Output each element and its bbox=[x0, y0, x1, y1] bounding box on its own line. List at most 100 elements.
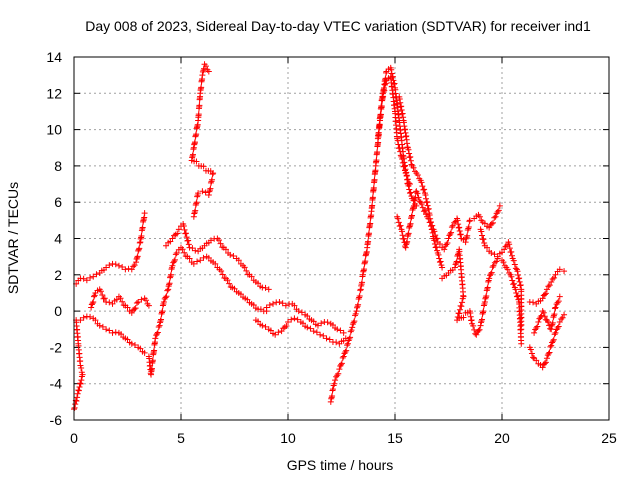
data-point bbox=[117, 295, 124, 302]
data-point bbox=[172, 251, 179, 258]
data-point bbox=[340, 329, 347, 336]
data-point bbox=[487, 270, 494, 277]
data-point bbox=[464, 232, 471, 239]
data-point bbox=[480, 236, 487, 243]
data-point bbox=[407, 157, 414, 164]
data-point bbox=[231, 285, 238, 292]
data-point bbox=[375, 129, 382, 136]
data-point bbox=[337, 327, 344, 334]
data-point bbox=[533, 357, 540, 364]
data-point bbox=[154, 330, 161, 337]
data-point bbox=[454, 217, 461, 224]
data-point bbox=[546, 282, 553, 289]
data-point bbox=[196, 102, 203, 109]
data-point bbox=[80, 314, 87, 321]
data-point bbox=[106, 299, 113, 306]
data-point bbox=[347, 334, 354, 341]
data-point bbox=[481, 220, 488, 227]
data-point bbox=[457, 302, 464, 309]
data-point bbox=[241, 264, 248, 271]
data-point bbox=[404, 238, 411, 245]
data-point bbox=[353, 308, 360, 315]
data-point bbox=[405, 230, 412, 237]
data-point bbox=[349, 324, 356, 331]
data-point bbox=[406, 150, 413, 157]
data-point bbox=[528, 350, 535, 357]
data-point bbox=[323, 335, 330, 342]
data-point bbox=[131, 341, 138, 348]
data-point bbox=[200, 254, 207, 261]
data-point bbox=[492, 213, 499, 220]
y-tick-label: -2 bbox=[50, 339, 63, 355]
data-point bbox=[491, 251, 498, 258]
data-point bbox=[484, 284, 491, 291]
data-point bbox=[381, 87, 388, 94]
data-point bbox=[194, 258, 201, 265]
data-point bbox=[326, 336, 333, 343]
data-point bbox=[514, 268, 521, 275]
data-point bbox=[479, 232, 486, 239]
data-point bbox=[465, 223, 472, 230]
data-point bbox=[235, 257, 242, 264]
data-point bbox=[396, 144, 403, 151]
data-point bbox=[199, 188, 206, 195]
data-point bbox=[186, 244, 193, 251]
data-point bbox=[379, 90, 386, 97]
data-point bbox=[399, 232, 406, 239]
data-point bbox=[394, 215, 401, 222]
x-tick-label: 0 bbox=[70, 430, 78, 446]
data-point bbox=[166, 280, 173, 287]
data-point bbox=[552, 271, 559, 278]
data-point bbox=[205, 191, 212, 198]
data-point bbox=[195, 190, 202, 197]
data-point bbox=[539, 295, 546, 302]
data-point bbox=[408, 161, 415, 168]
data-point bbox=[447, 231, 454, 238]
data-point bbox=[441, 246, 448, 253]
data-point bbox=[128, 309, 135, 316]
data-point bbox=[541, 291, 548, 298]
data-point bbox=[484, 244, 491, 251]
data-point bbox=[230, 253, 237, 260]
data-point bbox=[189, 151, 196, 158]
data-point bbox=[555, 323, 562, 330]
data-point bbox=[346, 335, 353, 342]
data-point bbox=[318, 320, 325, 327]
data-point bbox=[291, 302, 298, 309]
data-point bbox=[407, 189, 414, 196]
data-point bbox=[267, 327, 274, 334]
data-point bbox=[547, 343, 554, 350]
data-point bbox=[279, 300, 286, 307]
data-point bbox=[373, 157, 380, 164]
data-point bbox=[206, 188, 213, 195]
data-point bbox=[331, 380, 338, 387]
data-point bbox=[388, 66, 395, 73]
data-point bbox=[87, 274, 94, 281]
data-point bbox=[202, 189, 209, 196]
data-point bbox=[549, 319, 556, 326]
data-point bbox=[208, 178, 215, 185]
data-point bbox=[480, 308, 487, 315]
data-point bbox=[168, 271, 175, 278]
data-point bbox=[197, 257, 204, 264]
data-point bbox=[366, 230, 373, 237]
data-point bbox=[401, 163, 408, 170]
data-point bbox=[190, 260, 197, 267]
data-point bbox=[226, 280, 233, 287]
data-point bbox=[255, 280, 262, 287]
data-point bbox=[551, 305, 558, 312]
data-point bbox=[493, 258, 500, 265]
data-point bbox=[403, 172, 410, 179]
data-point bbox=[333, 339, 340, 346]
data-point bbox=[283, 323, 290, 330]
data-point bbox=[548, 326, 555, 333]
data-point bbox=[495, 207, 502, 214]
data-point bbox=[262, 323, 269, 330]
data-point bbox=[432, 244, 439, 251]
data-point bbox=[275, 329, 282, 336]
data-point bbox=[432, 232, 439, 239]
data-point bbox=[131, 262, 138, 269]
data-point bbox=[93, 271, 100, 278]
data-point bbox=[172, 256, 179, 263]
data-point bbox=[371, 176, 378, 183]
